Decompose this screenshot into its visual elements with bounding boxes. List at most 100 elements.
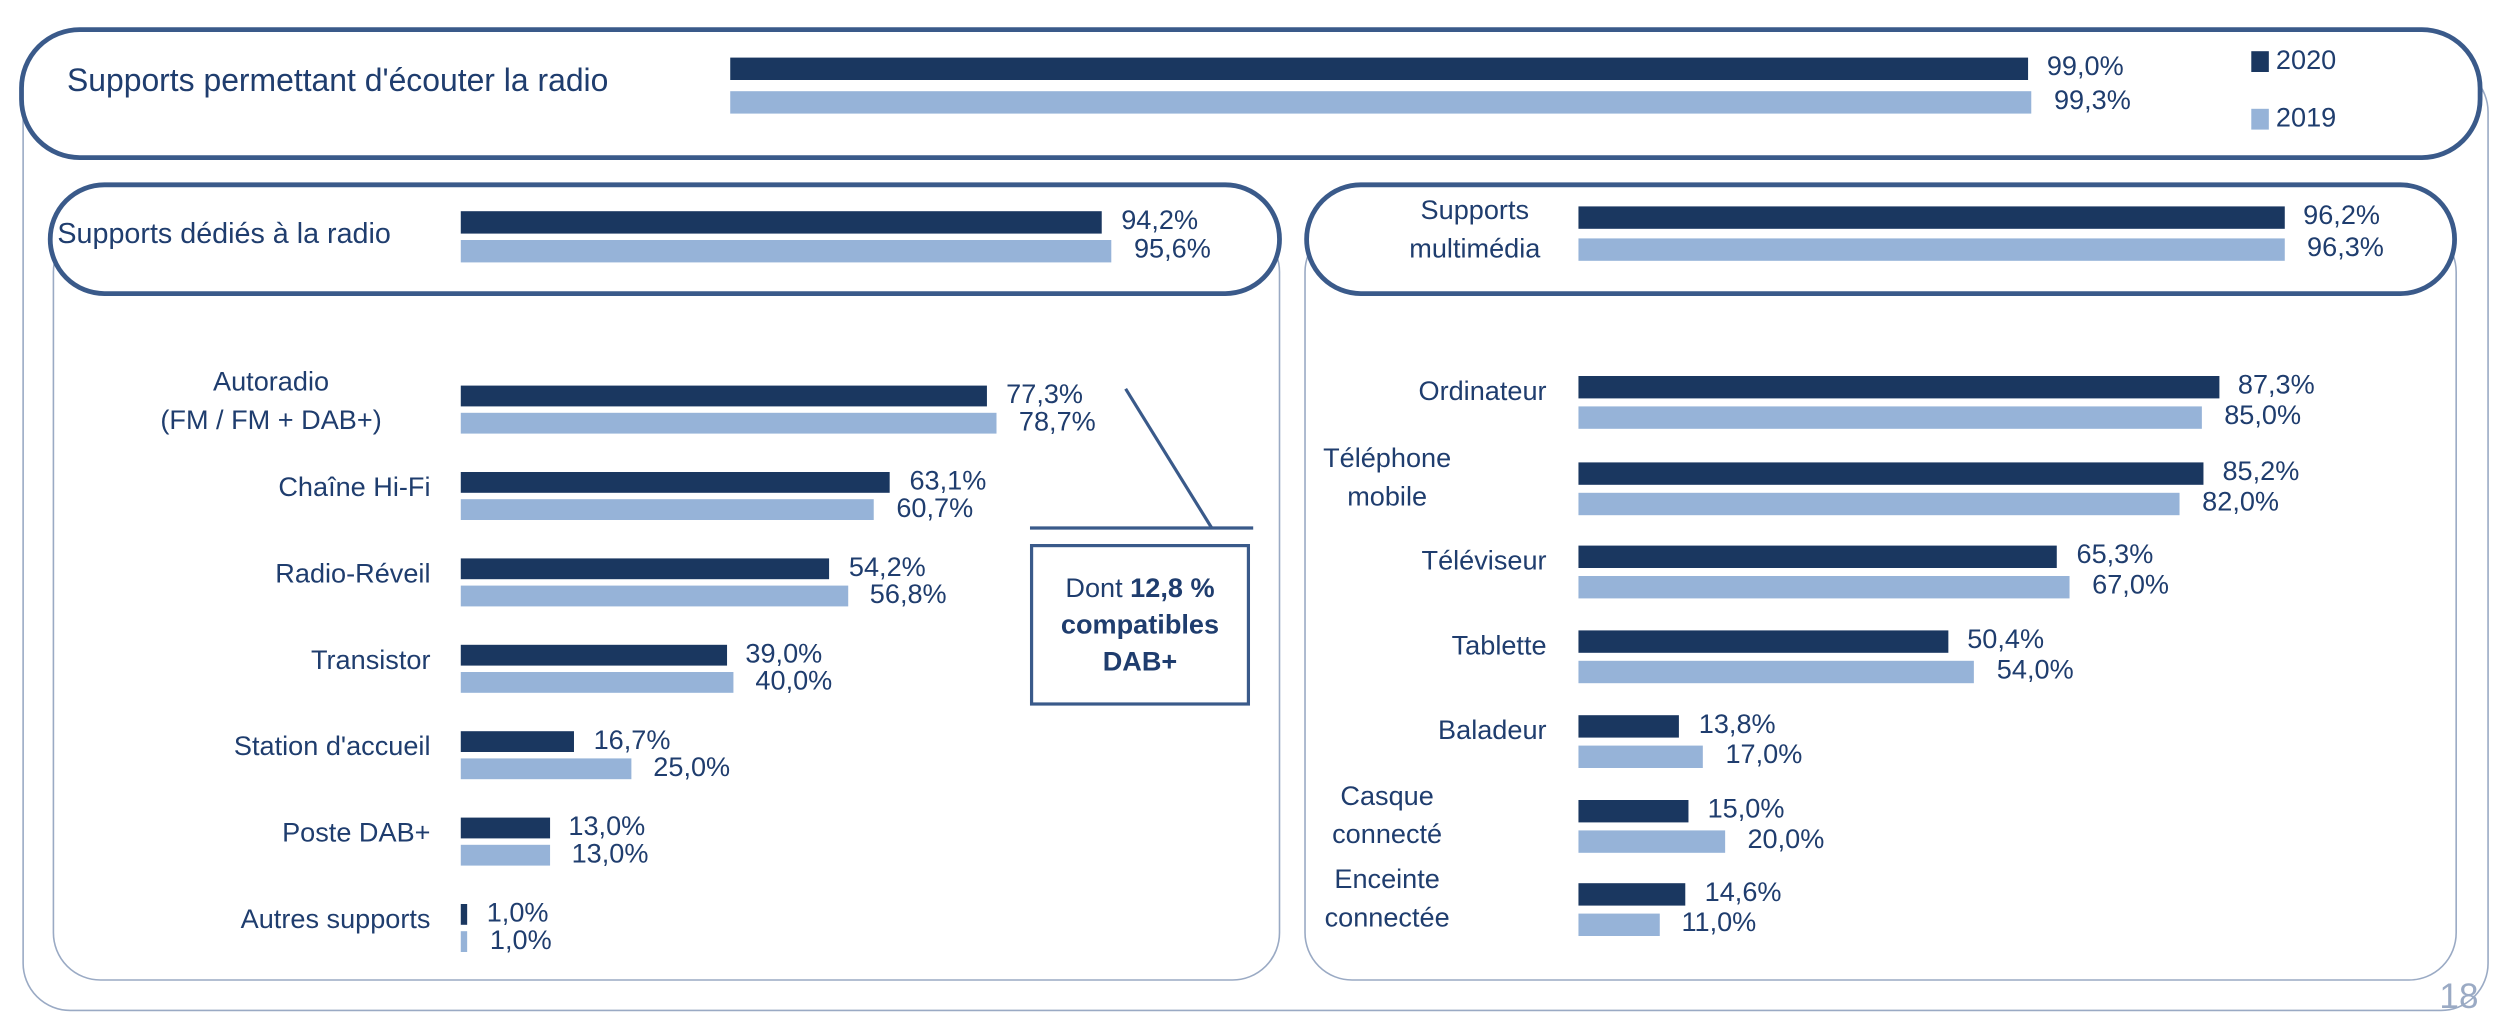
bar-2020 [460,385,988,407]
bar-2020 [460,644,727,666]
chart-title: Supports multimédia [1409,195,1541,264]
category-label: Poste DAB+ [282,817,431,848]
value-label-2020: 65,3% [2076,539,2154,570]
callout-pointer-line [1124,387,1214,529]
legend-label: 2019 [2275,102,2337,133]
category-label: Autoradio (FM / FM + DAB+) [160,366,382,436]
value-label-2020: 16,7% [593,724,671,756]
bar-2020 [1578,462,2204,485]
category-label: Casque connecté [1332,780,1443,850]
category-label: Baladeur [1438,715,1547,746]
value-label-2020: 54,2% [848,552,926,583]
category-label: Enceinte connectée [1324,864,1450,933]
value-label-2020: 63,1% [909,465,987,496]
bar-2020 [1578,883,1686,906]
bar-2019 [460,844,550,866]
bar-2019 [1578,238,2285,261]
bar-2019 [460,672,734,693]
value-label-2020: 85,2% [2222,456,2300,487]
category-label: Téléphone mobile [1323,443,1452,512]
category-label: Station d'accueil [233,731,431,762]
category-label: Transistor [310,644,431,676]
value-label-2019: 56,8% [869,579,947,610]
callout-prefix: Dont [1065,572,1131,604]
bar-2019 [460,585,848,607]
bar-2020 [460,731,575,752]
value-label-2019: 85,0% [2224,400,2302,431]
bar-2019 [1578,576,2070,599]
dedicated-header-box [47,182,1282,296]
value-label-2019: 40,0% [755,665,833,696]
value-label-2019: 1,0% [489,924,552,956]
value-label-2020: 94,2% [1121,204,1199,236]
legend-swatch-2020 [2251,50,2269,72]
dab-callout-box: Dont 12,8 % compatibles DAB+ [1029,544,1251,706]
bar-2020 [460,472,891,493]
value-label-2020: 13,0% [568,811,646,842]
bar-2019 [460,499,875,520]
bar-2019 [1578,406,2202,429]
value-label-2019: 25,0% [653,752,731,783]
value-label-2020: 39,0% [745,638,823,669]
bar-2019 [460,758,631,780]
value-label-2019: 60,7% [896,492,974,524]
bar-2020 [1578,545,2058,568]
value-label-2019: 54,0% [1996,654,2074,685]
bar-2020 [460,558,830,580]
chart-title: Supports dédiés à la radio [57,217,391,250]
category-label: Autres supports [240,904,431,935]
bar-2019 [460,240,1112,263]
value-label-2020: 77,3% [1006,379,1084,410]
callout-rest: compatibles DAB+ [1060,609,1220,677]
bar-2019 [1578,492,2180,516]
chart-title: Supports permettant d'écouter la radio [66,64,609,100]
value-label-2020: 14,6% [1704,876,1782,908]
bar-2020 [460,904,468,925]
callout-bold: 12,8 % [1130,572,1215,604]
bar-2020 [460,211,1103,234]
bar-2020 [1578,376,2219,399]
value-label-2020: 1,0% [486,897,549,928]
value-label-2019: 95,6% [1133,233,1211,264]
value-label-2020: 96,2% [2303,200,2380,231]
bar-2020 [460,817,550,839]
page-number: 18 [2439,976,2479,1016]
bar-2020 [1578,715,1680,738]
value-label-2019: 11,0% [1681,907,1757,938]
value-label-2020: 50,4% [1967,624,2045,655]
value-label-2019: 78,7% [1018,406,1096,437]
value-label-2020: 15,0% [1707,793,1785,824]
bar-2019 [730,91,2032,114]
value-label-2020: 99,0% [2046,51,2124,82]
category-label: Ordinateur [1418,376,1547,407]
legend-item-2019: 2019 [2251,102,2336,134]
bar-2020 [1578,630,1949,653]
category-label: Chaîne Hi-Fi [278,472,431,503]
bar-2019 [1578,913,1660,936]
legend-label: 2020 [2275,44,2337,76]
value-label-2020: 87,3% [2237,369,2315,400]
legend-item-2020: 2020 [2251,45,2336,77]
value-label-2020: 13,8% [1698,708,1776,740]
value-label-2019: 67,0% [2092,569,2170,600]
bar-2020 [1578,206,2285,229]
value-label-2019: 17,0% [1725,739,1803,770]
bar-2019 [1578,660,1975,684]
bar-2020 [1578,800,1689,823]
bar-2019 [1578,745,1704,768]
category-label: Radio-Réveil [275,558,431,589]
value-label-2019: 96,3% [2307,232,2384,263]
legend-swatch-2019 [2251,108,2269,129]
value-label-2019: 13,0% [571,838,649,869]
value-label-2019: 82,0% [2202,486,2280,517]
value-label-2019: 99,3% [2053,84,2131,116]
bar-2019 [460,412,997,434]
bar-2019 [1578,830,1726,853]
value-label-2019: 20,0% [1747,824,1825,855]
bar-2019 [460,931,468,952]
category-label: Tablette [1451,630,1547,661]
bar-2020 [730,57,2028,80]
category-label: Téléviseur [1421,545,1547,576]
